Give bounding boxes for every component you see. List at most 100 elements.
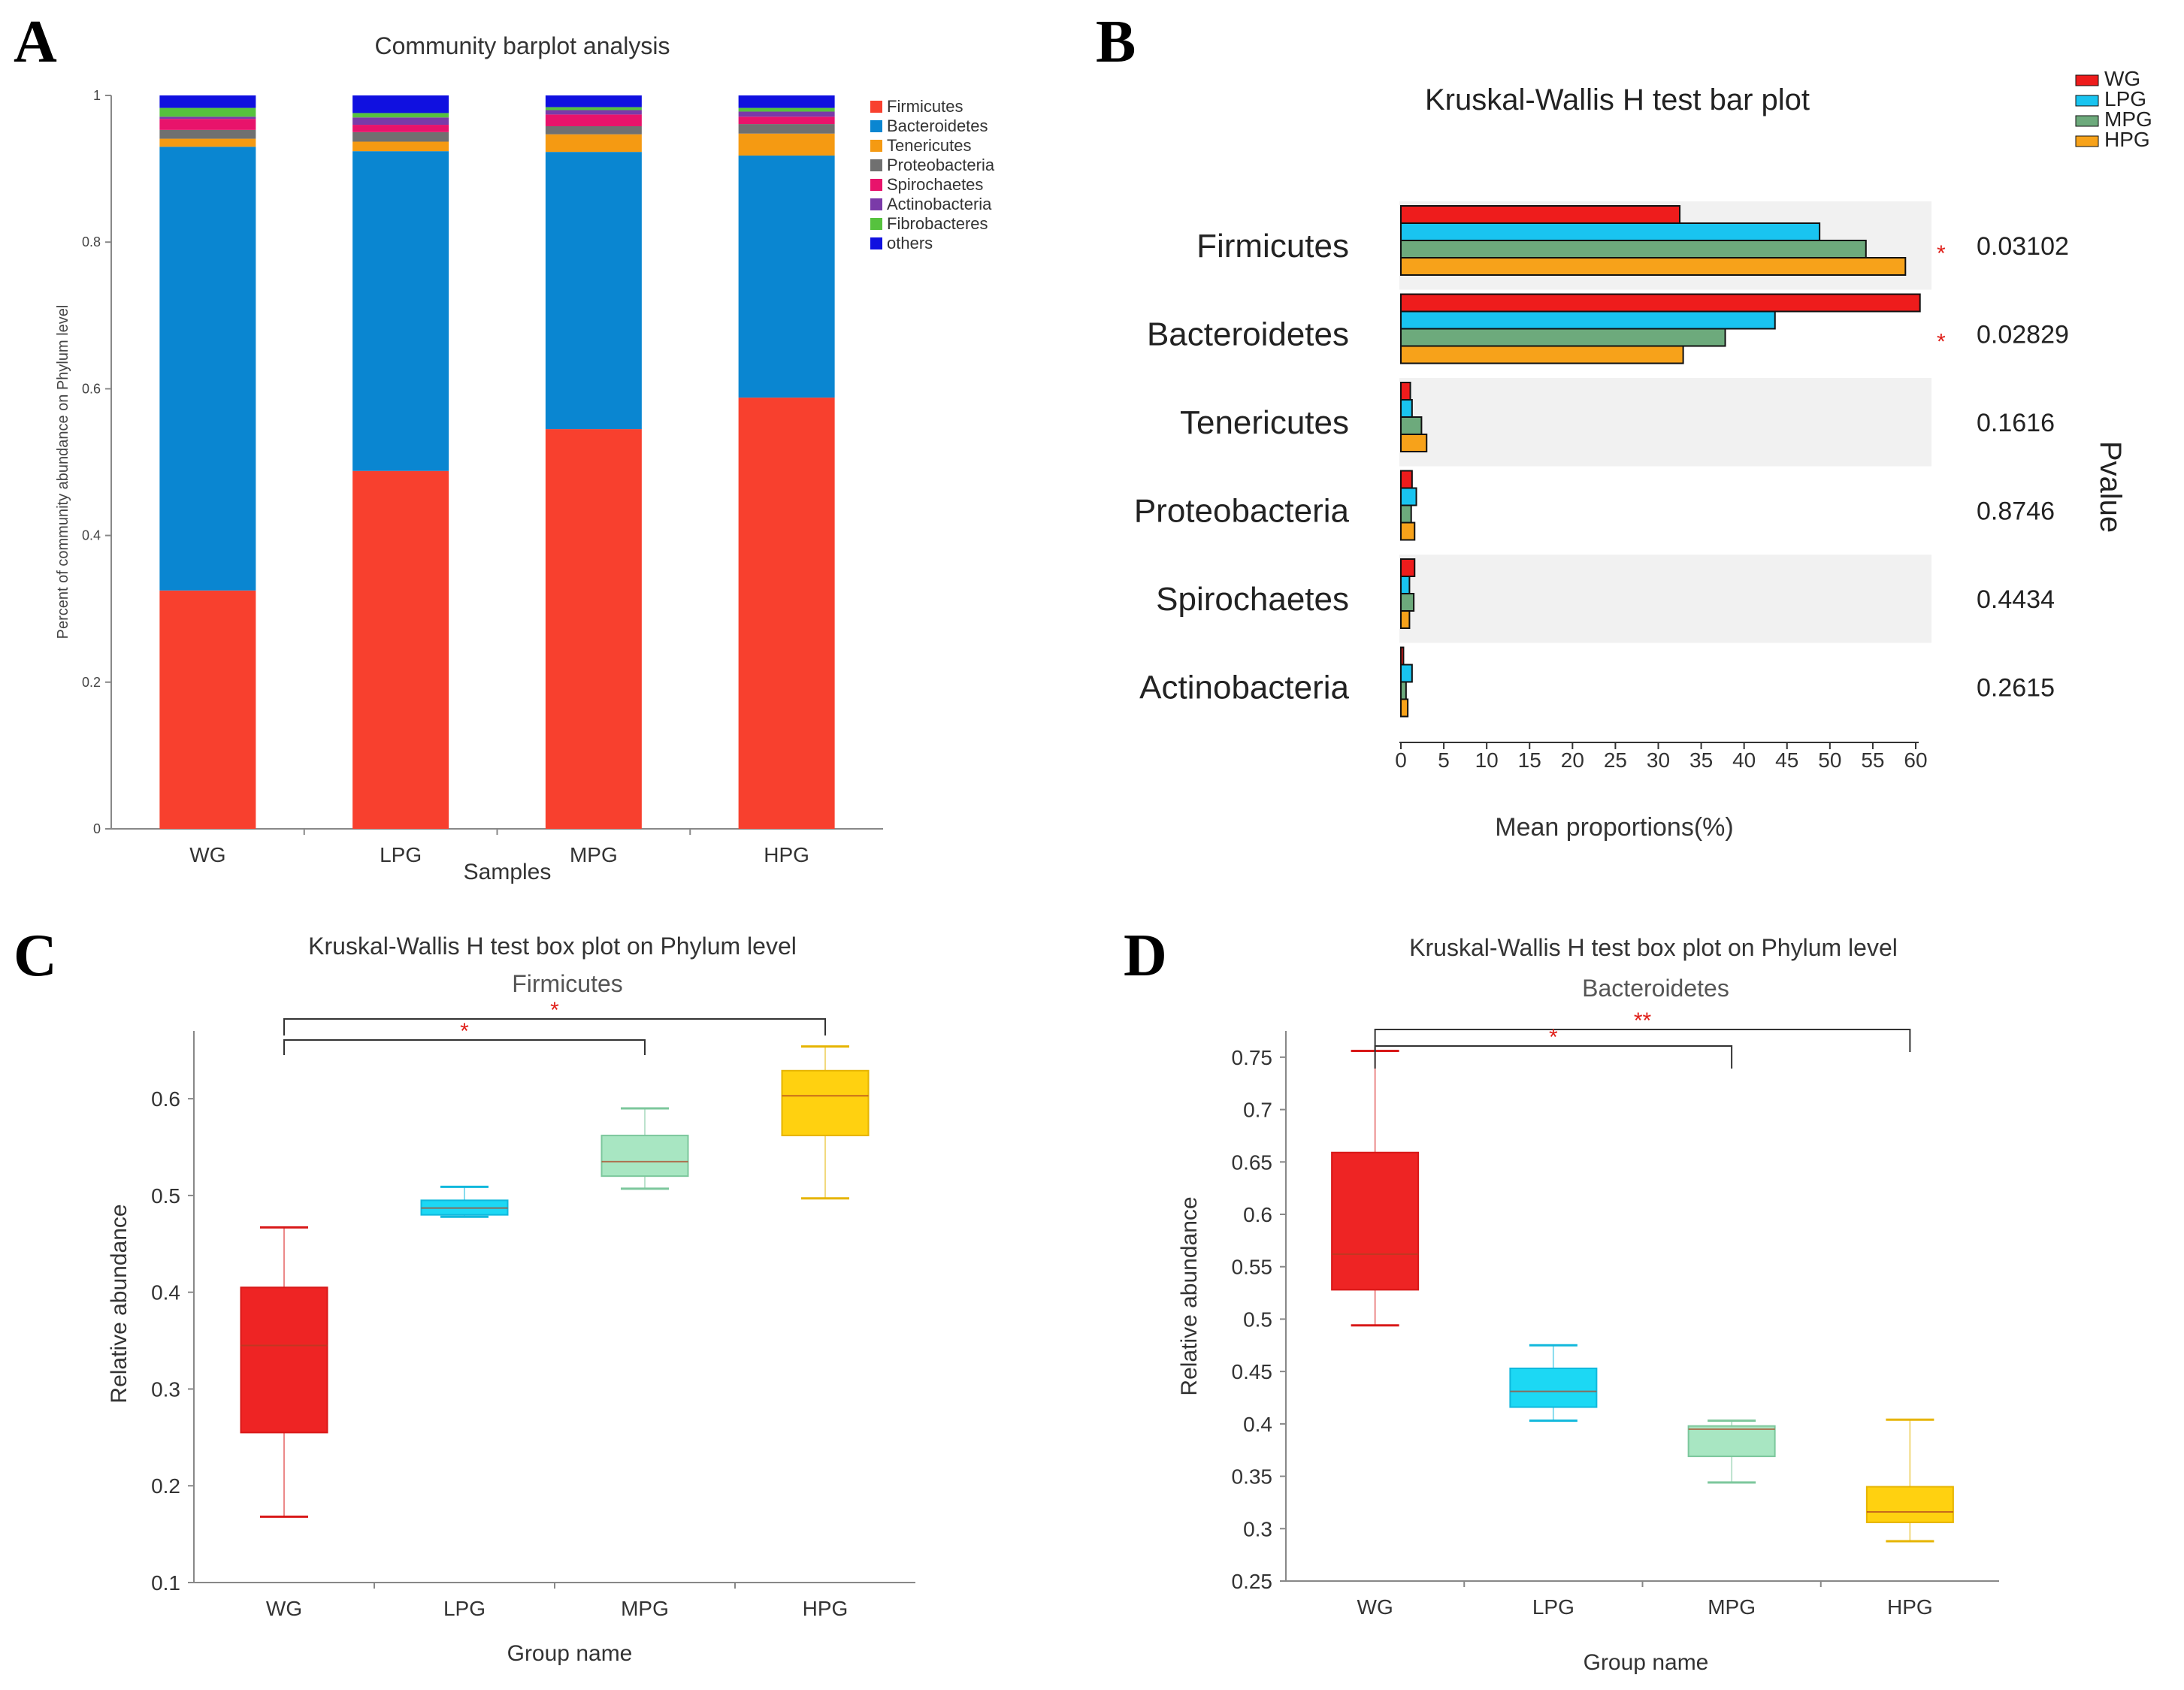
- panel-b-bar-spirochaetes-wg: [1400, 558, 1416, 577]
- panel-b-xtick-label: 25: [1604, 748, 1627, 772]
- panel-d-ytick-label: 0.45: [1232, 1360, 1273, 1383]
- panel-a-legend-label: Fibrobacteres: [887, 214, 988, 233]
- panel-c-letter: C: [14, 923, 57, 989]
- panel-b-xtick-label: 20: [1561, 748, 1584, 772]
- panel-b-category-label: Spirochaetes: [1156, 581, 1349, 618]
- panel-b-xtick-label: 35: [1689, 748, 1713, 772]
- panel-b-bar-spirochaetes-hpg: [1400, 610, 1411, 629]
- panel-c-subtitle: Firmicutes: [512, 970, 623, 997]
- panel-d-ytick-label: 0.55: [1232, 1256, 1273, 1279]
- panel-b-significance-star: *: [1937, 329, 1946, 354]
- panel-b-bar-firmicutes-wg: [1400, 205, 1681, 224]
- panel-d-ytick-label: 0.35: [1232, 1465, 1273, 1489]
- panel-d-title: Kruskal-Wallis H test box plot on Phylum…: [1409, 934, 1898, 961]
- panel-b-legend-label: LPG: [2104, 87, 2146, 110]
- panel-a-xtick-label: MPG: [570, 843, 618, 866]
- panel-b-xtick-label: 30: [1647, 748, 1670, 772]
- panel-a-bar-hpg-others: [738, 95, 835, 108]
- panel-c-ytick-label: 0.2: [151, 1474, 180, 1498]
- panel-d-letter: D: [1124, 923, 1167, 989]
- panel-b: B Kruskal-Wallis H test bar plot Mean pr…: [1096, 9, 2152, 842]
- panel-c-ytick-label: 0.4: [151, 1281, 180, 1305]
- panel-a-bar-lpg-proteobacteria: [352, 132, 449, 142]
- panel-d-xtick-label: HPG: [1887, 1595, 1933, 1619]
- panel-b-xtick-label: 40: [1732, 748, 1756, 772]
- panel-b-bar-proteobacteria-wg: [1400, 470, 1413, 489]
- panel-c-box-hpg: [781, 1069, 870, 1137]
- panel-b-pvalue: 0.2615: [1977, 673, 2055, 702]
- panel-a-bar-mpg-spirochaetes: [545, 114, 642, 126]
- panel-d-ytick-label: 0.3: [1243, 1517, 1272, 1540]
- panel-a-legend-label: Firmicutes: [887, 97, 963, 116]
- panel-a-ytick-label: 0.8: [82, 234, 101, 249]
- panel-a-legend-swatch-bacteroidetes: [870, 120, 882, 132]
- panel-b-pvalue: 0.02829: [1977, 320, 2069, 349]
- panel-b-category-label: Tenericutes: [1180, 404, 1349, 441]
- panel-a-bar-mpg-bacteroidetes: [545, 152, 642, 430]
- panel-a-xlabel: Samples: [464, 860, 552, 884]
- panel-a-marks: 0 0.2 0.4 0.6 0.8 1 WG LPG MPG HPG FirmicutesBacte…: [82, 88, 995, 866]
- panel-c-box-mpg: [600, 1135, 689, 1178]
- panel-d-xlabel: Group name: [1584, 1650, 1709, 1675]
- panel-d-box-lpg: [1509, 1367, 1598, 1408]
- panel-c-ytick-label: 0.3: [151, 1377, 180, 1401]
- panel-a-bar-lpg-bacteroidetes: [352, 151, 449, 471]
- panel-a-legend-label: Spirochaetes: [887, 175, 983, 194]
- panel-a-legend-swatch-proteobacteria: [870, 159, 882, 171]
- panel-d-comparison-bracket: [1374, 1029, 1911, 1052]
- panel-c-box-wg: [240, 1286, 328, 1434]
- panel-c-comparison-star: *: [550, 998, 559, 1023]
- panel-a-bar-lpg-spirochaetes: [352, 125, 449, 132]
- panel-d-ytick-label: 0.5: [1243, 1308, 1272, 1331]
- panel-b-bar-proteobacteria-hpg: [1400, 522, 1416, 541]
- panel-b-category-label: Bacteroidetes: [1147, 316, 1349, 352]
- panel-a-legend-swatch-spirochaetes: [870, 179, 882, 191]
- panel-a-xtick-label: HPG: [764, 843, 809, 866]
- panel-b-category-label: Actinobacteria: [1139, 669, 1349, 706]
- panel-a-bar-lpg-actinobacteria: [352, 117, 449, 125]
- panel-a-legend-swatch-actinobacteria: [870, 198, 882, 210]
- panel-c-xtick-label: HPG: [803, 1597, 848, 1620]
- panel-c-xlabel: Group name: [507, 1641, 633, 1666]
- panel-b-bar-spirochaetes-lpg: [1400, 576, 1411, 594]
- panel-a: A Community barplot analysis Percent of …: [14, 9, 995, 884]
- panel-b-bar-spirochaetes-mpg: [1400, 593, 1415, 612]
- panel-b-right-label: Pvalue: [2094, 441, 2127, 533]
- panel-a-bar-hpg-proteobacteria: [738, 124, 835, 134]
- panel-a-bar-lpg-others: [352, 95, 449, 113]
- panel-b-legend-label: MPG: [2104, 107, 2152, 131]
- panel-a-bar-mpg-others: [545, 95, 642, 107]
- panel-b-bar-actinobacteria-hpg: [1400, 698, 1409, 718]
- panel-a-legend-swatch-others: [870, 237, 882, 249]
- panel-b-bar-firmicutes-mpg: [1400, 240, 1867, 258]
- panel-b-xtick-label: 55: [1861, 748, 1884, 772]
- panel-b-legend-label: WG: [2104, 67, 2140, 90]
- panel-c-comparison-bracket: [283, 1039, 646, 1055]
- panel-a-bar-hpg-bacteroidetes: [738, 156, 835, 398]
- panel-a-bar-wg-others: [159, 95, 256, 108]
- panel-d-ytick-label: 0.65: [1232, 1150, 1273, 1174]
- panel-a-xtick-label: WG: [189, 843, 225, 866]
- panel-b-bar-actinobacteria-lpg: [1400, 664, 1413, 683]
- panel-d-ylabel: Relative abundance: [1177, 1196, 1202, 1395]
- panel-a-bar-wg-proteobacteria: [159, 129, 256, 139]
- panel-b-xtick-label: 50: [1818, 748, 1841, 772]
- panel-c-marks: 0.1 0.2 0.3 0.4 0.5 0.6 WG LPG MPG HPG * *: [151, 998, 915, 1620]
- panel-b-title: Kruskal-Wallis H test bar plot: [1425, 83, 1810, 116]
- panel-c-xtick-label: MPG: [621, 1597, 669, 1620]
- panel-a-ytick-label: 0.6: [82, 381, 101, 396]
- panel-a-bar-lpg-fibrobacteres: [352, 113, 449, 118]
- panel-a-legend-label: Proteobacteria: [887, 156, 995, 174]
- panel-d-ytick-label: 0.4: [1243, 1413, 1272, 1436]
- panel-d-box-hpg: [1865, 1486, 1954, 1523]
- panel-b-pvalue: 0.4434: [1977, 585, 2055, 614]
- panel-b-legend-swatch-lpg: [2075, 95, 2099, 107]
- panel-d-box-wg: [1331, 1151, 1420, 1291]
- panel-d-ytick-label: 0.25: [1232, 1570, 1273, 1593]
- panel-a-bar-mpg-tenericutes: [545, 134, 642, 153]
- panel-b-band-tenericutes: [1399, 378, 1931, 467]
- panel-d-xtick-label: MPG: [1708, 1595, 1756, 1619]
- panel-b-bar-bacteroidetes-lpg: [1400, 310, 1776, 330]
- panel-b-marks: Firmicutes 0.03102 * Bacteroidetes 0.02829 * T…: [1134, 67, 2152, 772]
- panel-b-bar-firmicutes-lpg: [1400, 222, 1821, 241]
